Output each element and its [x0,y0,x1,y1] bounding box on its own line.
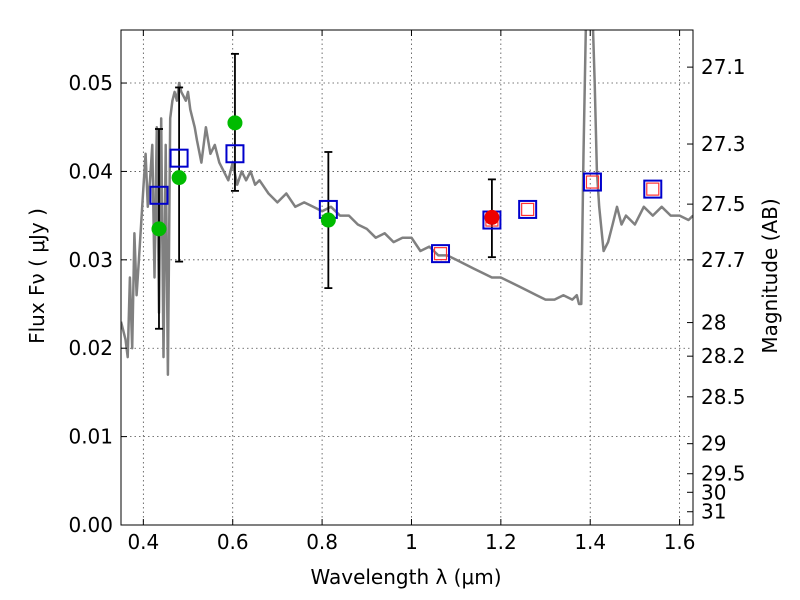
y2-tick-label: 27.3 [701,132,746,156]
model-spectrum-line [121,30,693,376]
plot-frame [120,29,694,526]
y2-tick-label: 27.1 [701,55,746,79]
plot-area [121,30,693,376]
y2-tick-label: 28.5 [701,385,746,409]
model-photometry-point [225,144,245,164]
model-photometry-point [582,172,602,192]
model-photometry-point [643,179,663,199]
x-tick-label: 0.6 [217,530,249,554]
x-axis-label: Wavelength λ (μm) [310,565,501,589]
y2-tick-label: 29.5 [701,462,746,486]
model-photometry-point [431,244,451,264]
observed-photometry-point [484,209,500,225]
x-tick-label: 0.4 [127,530,159,554]
y2-tick-label: 28 [701,311,726,335]
y2-tick-label: 30 [701,480,726,504]
axis-ticks: 0.4 0.6 0.8 1 1.2 1.4 1.6 0.00 0.01 0.02 0.03 0.04 0… [68,30,746,554]
upper-limit-point [521,202,535,217]
y2-tick-label: 29 [701,432,726,456]
observed-photometry-point [151,221,167,237]
observed-photometry-point [227,115,243,131]
upper-limit-point [433,247,448,261]
x-tick-label: 0.8 [306,530,338,554]
upper-limit-point [646,182,660,196]
model-photometry-point [518,199,538,219]
x-tick-label: 1 [405,530,418,554]
x-tick-label: 1.4 [574,530,606,554]
upper-limit-point [585,175,600,189]
y-tick-label: 0.05 [68,71,113,95]
y2-tick-label: 27.5 [701,192,746,216]
y2-tick-label: 31 [701,500,726,524]
y2-axis-label: Magnitude (AB) [758,198,782,353]
y-tick-label: 0.01 [68,425,113,449]
series-group [121,30,693,376]
model-photometry-point [149,185,169,205]
y-tick-label: 0.04 [68,159,113,183]
observed-photometry-point [171,170,187,186]
x-tick-label: 1.6 [664,530,696,554]
y2-tick-label: 28.2 [701,344,746,368]
observed-photometry-point [320,212,336,228]
y-axis-label: Flux Fν ( μJy ) [25,208,49,344]
x-tick-label: 1.2 [485,530,517,554]
y-tick-label: 0.02 [68,336,113,360]
model-photometry-point [169,148,189,168]
y2-tick-label: 27.7 [701,248,746,272]
y-tick-label: 0.03 [68,248,113,272]
y-tick-label: 0.00 [68,513,113,537]
